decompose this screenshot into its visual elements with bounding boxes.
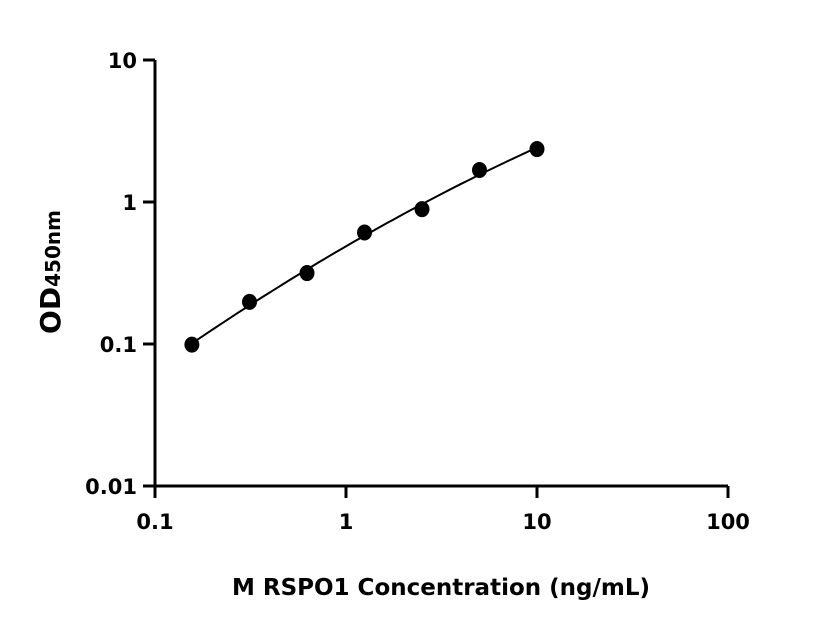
data-point <box>357 224 373 241</box>
x-tick-label: 1 <box>339 510 354 534</box>
data-point <box>414 201 430 218</box>
x-tick-label: 10 <box>522 510 551 534</box>
x-tick-label: 100 <box>706 510 750 534</box>
y-tick-label: 1 <box>122 191 137 215</box>
y-axis-label-main: OD <box>34 287 67 334</box>
data-point <box>472 162 488 179</box>
fit-curve <box>191 146 538 345</box>
axes: 0.1 1 10 100 0.01 0.1 1 10 <box>85 49 750 534</box>
data-point <box>242 293 258 310</box>
data-points <box>184 141 545 353</box>
y-axis-label-sub: 450nm <box>41 210 65 287</box>
y-tick-label: 0.1 <box>100 333 137 357</box>
data-point <box>529 141 545 158</box>
y-axis-label: OD450nm <box>34 210 67 334</box>
y-tick-label: 10 <box>108 49 137 73</box>
x-axis-label: M RSPO1 Concentration (ng/mL) <box>232 575 650 601</box>
y-tick-label: 0.01 <box>85 475 137 499</box>
x-tick-label: 0.1 <box>136 510 173 534</box>
data-point <box>299 265 315 282</box>
data-point <box>184 336 200 353</box>
